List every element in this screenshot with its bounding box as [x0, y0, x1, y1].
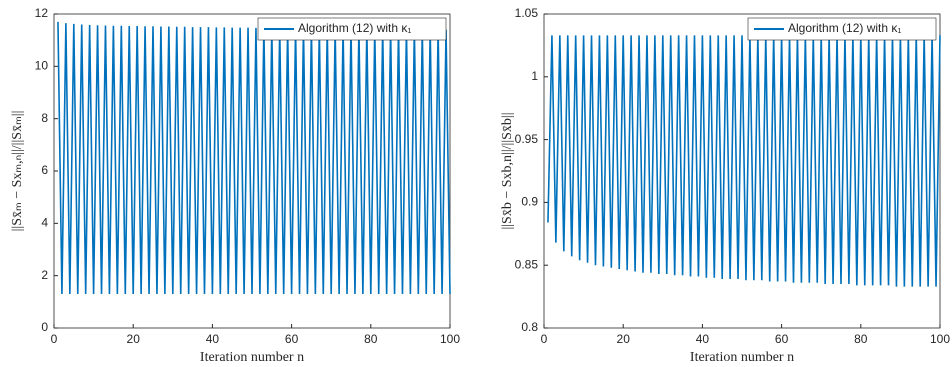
y-tick-label: 0.85 — [515, 257, 539, 271]
legend-label: Algorithm (12) with κ₁ — [298, 21, 411, 35]
y-tick-label: 4 — [41, 216, 48, 230]
x-tick-label: 20 — [127, 332, 141, 346]
x-tick-label: 80 — [854, 332, 868, 346]
x-tick-label: 80 — [364, 332, 378, 346]
x-tick-label: 20 — [617, 332, 631, 346]
y-tick-label: 8 — [41, 111, 48, 125]
chart-panel: 0 20 40 60 80 100 0.8 0.85 0.9 0.95 1 1.05 Iteration… — [500, 6, 950, 365]
x-tick-label: 40 — [696, 332, 710, 346]
legend-label: Algorithm (12) with κ₁ — [788, 21, 901, 35]
legend-box — [747, 17, 937, 41]
chart-panel: 0 20 40 60 80 100 0 2 4 6 8 10 12 Iteration number n |… — [10, 6, 460, 365]
y-tick-label: 12 — [35, 6, 49, 20]
data-line — [57, 21, 451, 294]
y-tick-label: 0.8 — [521, 320, 538, 334]
x-tick-label: 40 — [206, 332, 220, 346]
x-tick-label: 100 — [930, 332, 950, 346]
x-tick-label: 100 — [440, 332, 460, 346]
x-tick-label: 0 — [541, 332, 548, 346]
x-tick-label: 60 — [775, 332, 789, 346]
x-tick-label: 0 — [51, 332, 58, 346]
y-tick-label: 0.95 — [515, 132, 539, 146]
y-tick-label: 1.05 — [515, 6, 539, 20]
y-axis-label: ||Sx̄b − Sxb,n||/||Sx̄b|| — [500, 112, 515, 229]
y-tick-label: 0 — [41, 320, 48, 334]
x-axis-label: Iteration number n — [200, 350, 304, 365]
data-line — [547, 35, 941, 287]
y-axis-label: ||Sx̄ₘ − Sxₘ,ₙ||/||Sx̄ₘ|| — [10, 111, 25, 232]
x-tick-label: 60 — [285, 332, 299, 346]
x-axis-label: Iteration number n — [690, 350, 794, 365]
y-tick-label: 0.9 — [521, 195, 538, 209]
y-tick-label: 6 — [41, 163, 48, 177]
y-tick-label: 2 — [41, 268, 48, 282]
y-tick-label: 10 — [35, 59, 49, 73]
legend-box — [257, 17, 447, 41]
y-tick-label: 1 — [531, 69, 538, 83]
